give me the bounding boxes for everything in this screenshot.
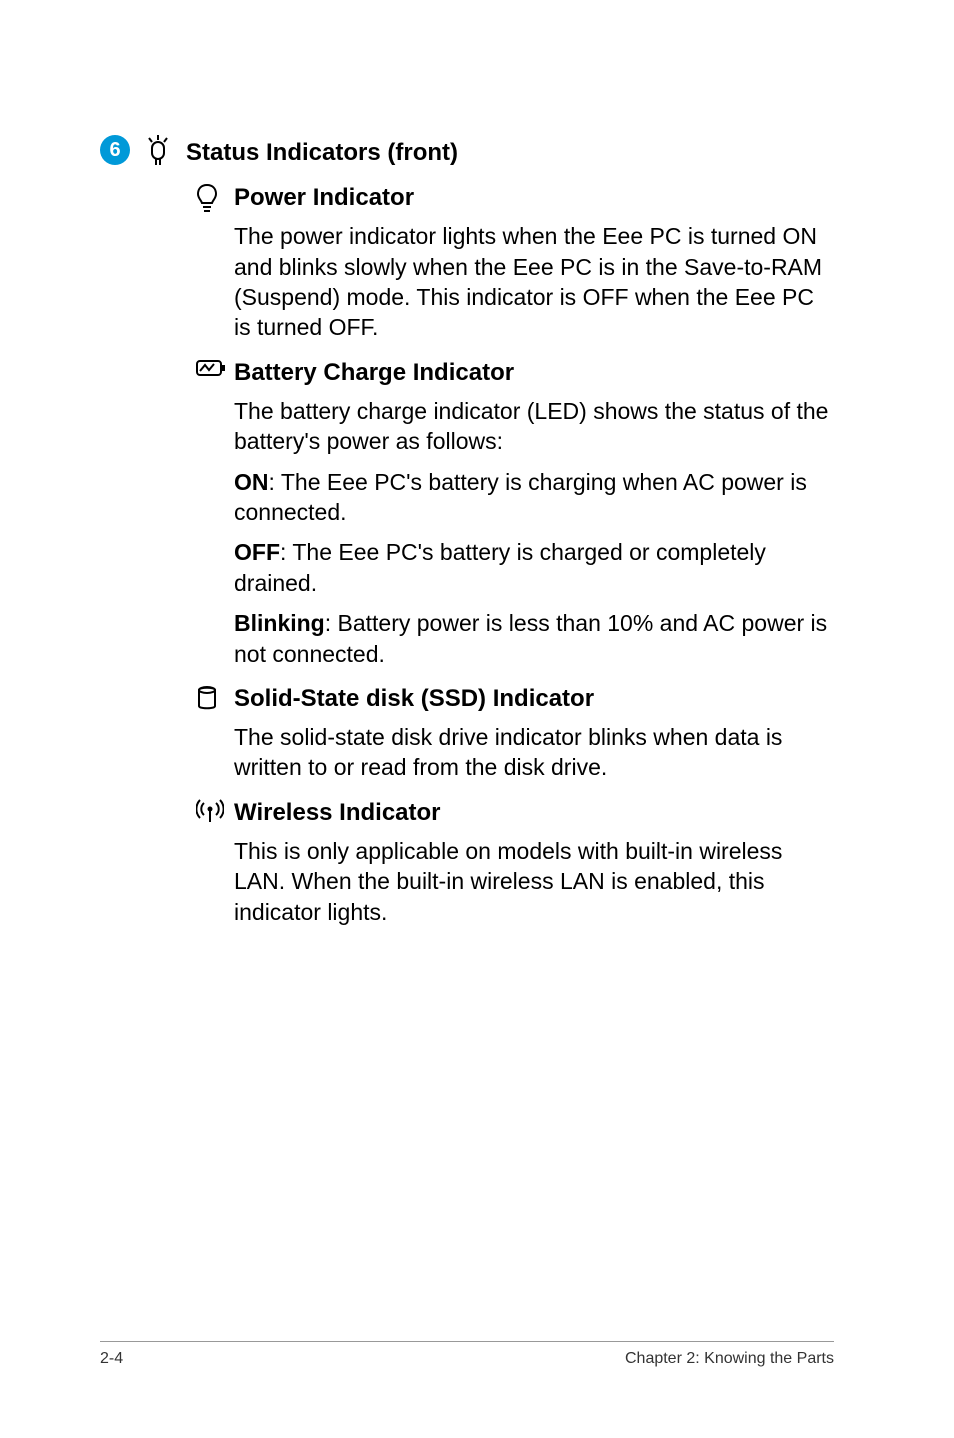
indicator-paragraph: The battery charge indicator (LED) shows… (234, 396, 834, 457)
footer-chapter: Chapter 2: Knowing the Parts (625, 1350, 834, 1368)
indicator-body: The power indicator lights when the Eee … (234, 221, 834, 342)
indicator-block-power: Power Indicator The power indicator ligh… (196, 182, 834, 343)
section-header-row: 6 Status Indicators (front) (100, 135, 834, 168)
section-number: 6 (109, 139, 120, 162)
page-content: 6 Status Indicators (front) (0, 0, 954, 927)
indicator-block-ssd: Solid-State disk (SSD) Indicator The sol… (196, 683, 834, 783)
status-indicator-icon (142, 135, 174, 165)
indicator-paragraph: The solid-state disk drive indicator bli… (234, 722, 834, 783)
indicator-def-blinking: Blinking: Battery power is less than 10%… (234, 608, 834, 669)
indicator-body: This is only applicable on models with b… (234, 836, 834, 927)
indicator-title: Wireless Indicator (234, 797, 441, 828)
footer-page-number: 2-4 (100, 1350, 123, 1368)
indicator-paragraph: The power indicator lights when the Eee … (234, 221, 834, 342)
power-bulb-icon (196, 182, 234, 212)
indicator-def-on: ON: The Eee PC's battery is charging whe… (234, 467, 834, 528)
indicator-title: Battery Charge Indicator (234, 357, 514, 388)
battery-charge-icon (196, 357, 234, 377)
indicator-body: The battery charge indicator (LED) shows… (234, 396, 834, 669)
section-number-badge: 6 (100, 135, 130, 165)
indicator-paragraph: This is only applicable on models with b… (234, 836, 834, 927)
page-footer: 2-4 Chapter 2: Knowing the Parts (100, 1341, 834, 1368)
indicator-block-battery: Battery Charge Indicator The battery cha… (196, 357, 834, 669)
indicator-title: Power Indicator (234, 182, 414, 213)
indicator-block-wireless: Wireless Indicator This is only applicab… (196, 797, 834, 927)
indicator-body: The solid-state disk drive indicator bli… (234, 722, 834, 783)
indicator-title: Solid-State disk (SSD) Indicator (234, 683, 594, 714)
wireless-icon (196, 797, 234, 823)
indicator-def-off: OFF: The Eee PC's battery is charged or … (234, 537, 834, 598)
section-title: Status Indicators (front) (186, 135, 458, 168)
ssd-disk-icon (196, 683, 234, 711)
